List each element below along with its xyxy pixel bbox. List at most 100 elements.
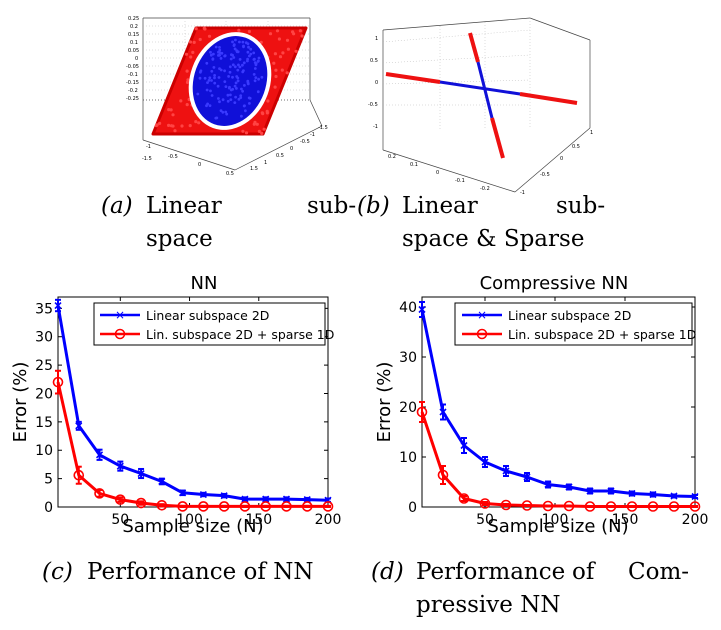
caption-text: sub- — [556, 193, 605, 219]
scatter-point-blue — [242, 44, 245, 48]
panel-a-3d-scatter: 0.25 0.2 0.15 0.1 0.05 0 -0.05 -0.1 -0.1… — [126, 16, 328, 177]
scatter-point-blue — [238, 65, 242, 69]
scatter-point-blue — [196, 92, 200, 96]
scatter-point-red — [173, 129, 177, 133]
data-point — [177, 501, 188, 512]
y-tick-label: 30 — [35, 330, 53, 346]
scatter-point-red — [247, 29, 251, 34]
data-point — [135, 497, 147, 509]
scatter-point-blue — [217, 50, 220, 54]
panel-b-3d-scatter: 1 0.5 0 -0.5 -1 0.2 0.1 0 -0.1 -0.2 -1 -… — [368, 17, 593, 196]
legend-label: Linear subspace 2D — [146, 308, 269, 323]
scatter-point-red — [185, 69, 189, 73]
tick-label: 0.1 — [130, 40, 138, 46]
x-tick-label: 200 — [682, 512, 709, 528]
y-tick-label: 0 — [408, 500, 417, 516]
scatter-point-blue — [225, 112, 229, 116]
caption-text: Com- — [628, 559, 689, 585]
data-point — [584, 501, 596, 512]
scatter-point-blue — [247, 96, 251, 100]
data-point — [500, 499, 512, 511]
legend-marker-x: × — [477, 308, 487, 322]
scatter-point-blue — [217, 76, 221, 79]
data-point — [156, 499, 168, 511]
data-point — [565, 483, 573, 491]
y-tick-label: 30 — [399, 350, 417, 366]
scatter-point-red — [198, 37, 202, 42]
data-point — [521, 500, 533, 511]
data-point — [218, 501, 230, 512]
scatter-point-red — [191, 50, 195, 55]
scatter-point-blue — [221, 98, 225, 102]
data-point — [262, 495, 270, 503]
scatter-point-blue — [228, 70, 232, 74]
scatter-point-red — [197, 121, 201, 125]
data-point — [502, 467, 510, 475]
scatter-point-red — [285, 71, 289, 75]
scatter-point-red — [169, 108, 173, 112]
tick-label: 1 — [590, 130, 593, 136]
data-point — [586, 487, 594, 495]
chart-nn: NN 0 5 10 15 20 25 30 35 50 100 150 200 × Linear s… — [10, 273, 341, 537]
data-point — [52, 376, 64, 388]
scatter-point-red — [184, 52, 189, 56]
scatter-point-blue — [217, 54, 220, 57]
scatter-point-blue — [214, 45, 218, 49]
scatter-point-blue — [226, 93, 230, 97]
chart-title: NN — [191, 273, 218, 294]
x-tick-label: 200 — [315, 512, 342, 528]
tick-label: 0.2 — [130, 24, 138, 30]
scatter-point-blue — [257, 77, 260, 81]
scatter-point-red — [298, 29, 302, 33]
scatter-point-red — [273, 52, 277, 56]
caption-text: Linear — [402, 193, 478, 219]
data-point — [137, 469, 145, 478]
tick-label: 0.5 — [572, 144, 580, 150]
caption-text: pressive NN — [416, 592, 560, 618]
scatter-point-red — [185, 103, 189, 107]
tick-label: -0.5 — [368, 102, 378, 108]
scatter-point-blue — [257, 56, 261, 60]
data-point — [668, 501, 680, 512]
tick-label: 0.15 — [128, 32, 139, 38]
scatter-point-red — [255, 122, 259, 126]
scatter-point-blue — [216, 84, 220, 88]
tick-label: 1 — [264, 160, 267, 166]
data-point — [670, 492, 678, 500]
scatter-point-blue — [241, 70, 245, 74]
x-tick-label: 50 — [111, 512, 129, 528]
data-point — [322, 501, 334, 512]
caption-text: Linear — [146, 193, 222, 219]
tick-label: -1 — [373, 124, 378, 130]
x-axis-label: Sample size (N) — [122, 516, 263, 537]
scatter-point-blue — [246, 57, 250, 61]
scatter-point-red — [280, 68, 284, 72]
data-point — [116, 462, 124, 470]
tick-label: -0.2 — [128, 88, 138, 94]
scatter-point-red — [281, 51, 285, 55]
data-point — [198, 501, 209, 512]
scatter-point-blue — [249, 47, 253, 51]
data-point — [542, 500, 554, 512]
scatter-point-blue — [241, 89, 245, 93]
scatter-point-red — [192, 40, 196, 45]
scatter-point-blue — [218, 48, 222, 52]
series-line-linear-2d — [420, 309, 696, 498]
scatter-point-red — [277, 37, 281, 41]
caption-label: (d) — [371, 559, 404, 585]
y-tick-label: 10 — [399, 450, 417, 466]
scatter-point-blue — [199, 70, 202, 74]
scatter-point-blue — [229, 93, 232, 97]
scatter-point-red — [275, 29, 280, 33]
scatter-point-blue — [249, 52, 253, 56]
scatter-point-blue — [224, 110, 228, 114]
scatter-point-blue — [223, 54, 227, 58]
panel-b-red-line-h-right — [519, 92, 578, 105]
scatter-point-blue — [240, 114, 243, 118]
scatter-point-red — [285, 38, 290, 42]
scatter-point-blue — [234, 95, 238, 99]
scatter-point-blue — [232, 43, 236, 47]
panel-b-z-ticks: 1 0.5 0 -0.5 -1 — [368, 36, 378, 130]
tick-label: -0.15 — [126, 80, 139, 86]
caption-d: (d) Performance of Com- pressive NN — [371, 559, 689, 618]
